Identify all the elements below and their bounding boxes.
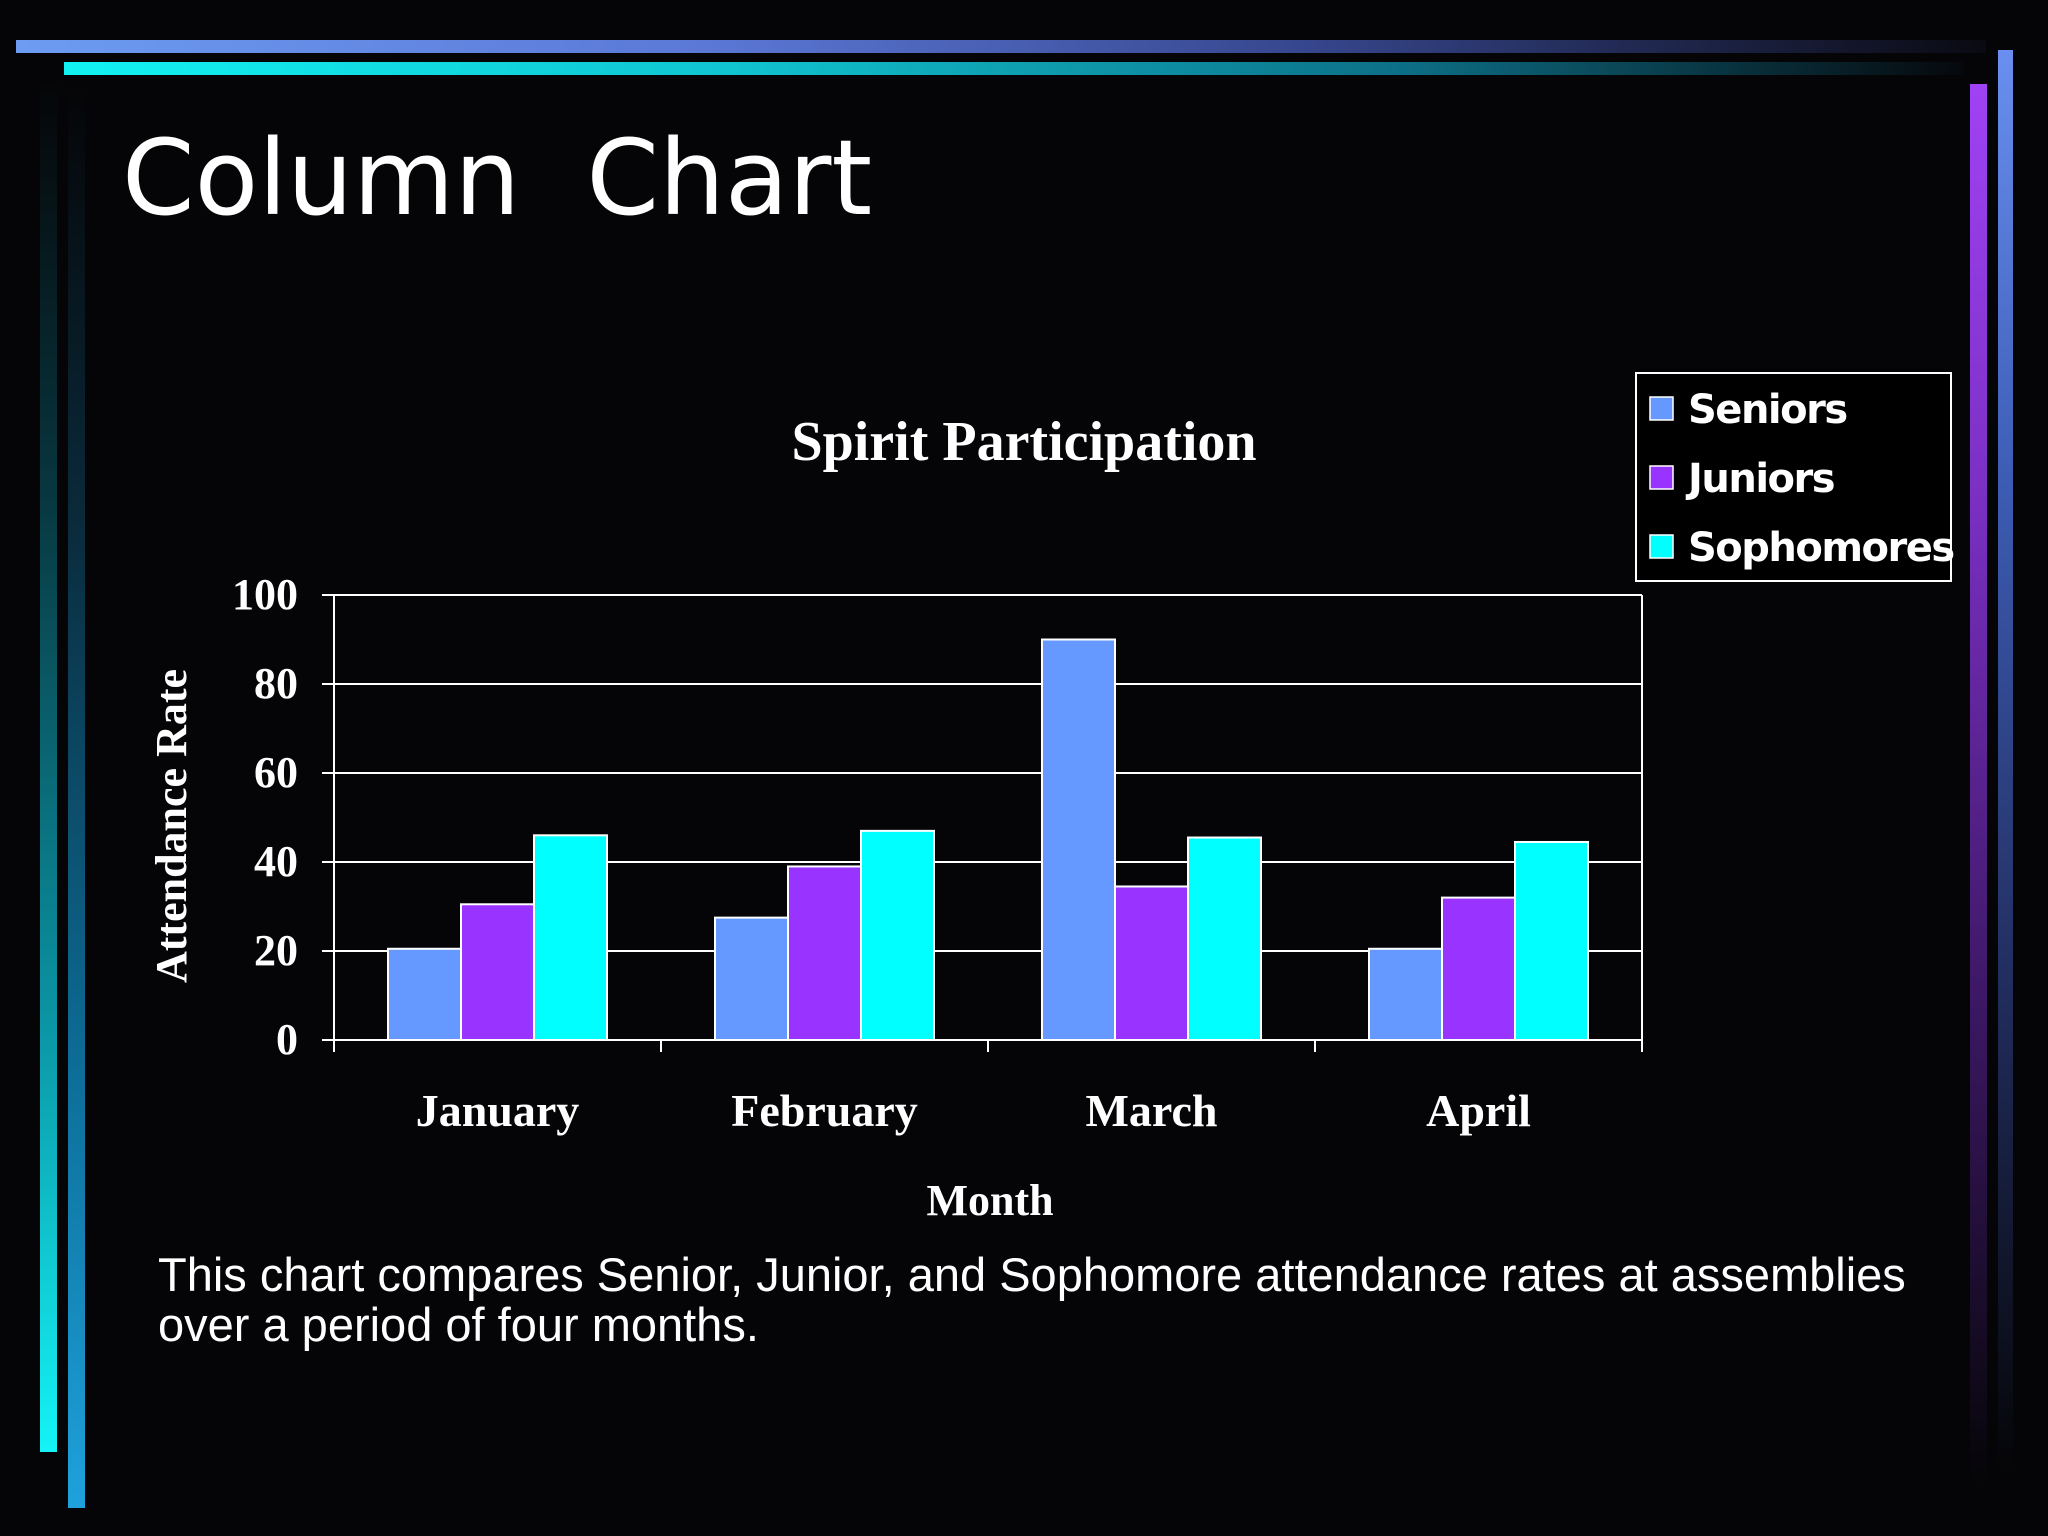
legend-swatch-sophomores: [1649, 534, 1674, 559]
bar-juniors-february: [787, 865, 862, 1042]
y-tick-label: 40: [254, 837, 298, 886]
x-tick-label: April: [1426, 1085, 1531, 1136]
legend-label-seniors: Seniors: [1688, 387, 1847, 433]
decorative-right-stripe-inner: [1970, 84, 1987, 1484]
x-tick-label: January: [416, 1085, 580, 1136]
decorative-top-stripe-inner: [64, 62, 1964, 75]
legend-label-juniors: Juniors: [1685, 456, 1834, 502]
x-tick-label: February: [731, 1085, 918, 1136]
y-axis-label: Attendance Rate: [147, 669, 196, 983]
x-tick-label: March: [1085, 1085, 1217, 1136]
chart-x-tick-labels: January February March April: [416, 1085, 1531, 1136]
chart-axes: [322, 594, 1643, 1052]
y-tick-label: 0: [276, 1015, 298, 1064]
bar-sophomores-march: [1187, 836, 1262, 1042]
chart-title: Spirit Participation: [791, 411, 1256, 473]
x-axis-label: Month: [926, 1176, 1053, 1225]
chart-bars: [387, 638, 1589, 1042]
chart-legend: Seniors Juniors Sophomores: [1635, 372, 1955, 582]
y-tick-label: 100: [232, 570, 298, 619]
bar-seniors-march: [1041, 638, 1116, 1041]
bar-sophomores-february: [860, 829, 935, 1041]
legend-box: [1635, 372, 1952, 582]
bar-sophomores-january: [533, 834, 608, 1041]
decorative-top-stripe: [16, 40, 1986, 53]
legend-swatch-juniors: [1649, 465, 1674, 490]
y-tick-label: 60: [254, 748, 298, 797]
bar-juniors-january: [460, 903, 535, 1042]
bar-sophomores-april: [1514, 840, 1589, 1041]
bar-seniors-january: [387, 947, 462, 1042]
legend-swatch-seniors: [1649, 396, 1674, 421]
bar-seniors-february: [714, 916, 789, 1041]
chart-y-tick-labels: 0 20 40 60 80 100: [232, 570, 298, 1064]
slide-caption: This chart compares Senior, Junior, and …: [158, 1248, 1906, 1351]
y-tick-label: 80: [254, 659, 298, 708]
decorative-left-stripe-inner: [68, 90, 85, 1508]
y-tick-label: 20: [254, 926, 298, 975]
bar-juniors-march: [1114, 885, 1189, 1041]
slide-title: Column Chart: [122, 117, 873, 239]
decorative-left-stripe: [40, 80, 57, 1452]
decorative-right-stripe: [1998, 50, 2013, 1470]
legend-label-sophomores: Sophomores: [1688, 525, 1954, 571]
bar-juniors-april: [1441, 896, 1516, 1041]
bar-seniors-april: [1368, 947, 1443, 1042]
